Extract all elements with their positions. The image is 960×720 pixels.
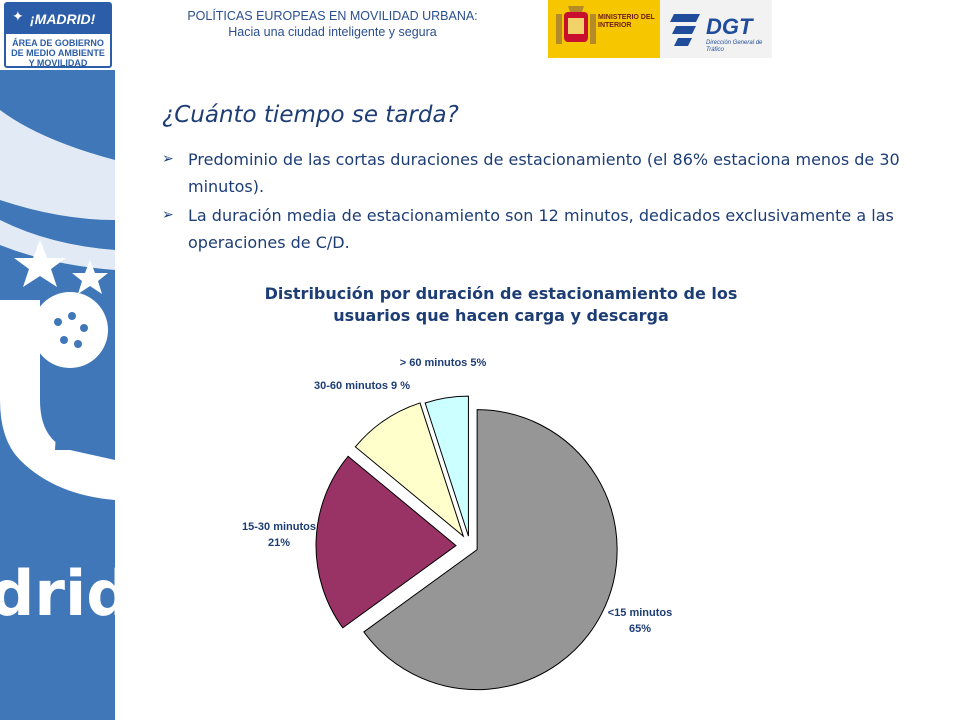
header-line-1: POLÍTICAS EUROPEAS EN MOVILIDAD URBANA: (187, 9, 478, 23)
dgt-subtitle: Dirección General de Tráfico (706, 40, 763, 53)
pie-slice-label: <15 minutos 65% (608, 607, 673, 635)
svg-text:drid: drid (0, 557, 115, 630)
chart-title: Distribución por duración de estacionami… (264, 284, 738, 325)
madrid-star-icon: ✦ (12, 9, 24, 25)
ministerio-interior-logo: MINISTERIO DEL INTERIOR (548, 0, 660, 58)
slide-title: ¿Cuánto tiempo se tarda? (162, 102, 459, 128)
dgt-logo: DGT Dirección General de Tráfico (660, 0, 772, 58)
dgt-name: DGT (706, 14, 753, 39)
dgt-symbol-icon (670, 14, 700, 46)
pie-slice (363, 409, 618, 691)
madrid-emblem-sidebar: drid (0, 70, 115, 720)
bullet-item: ➢ La duración media de estacionamiento s… (162, 202, 902, 256)
madrid-logo-area: ÁREA DE GOBIERNO DE MEDIO AMBIENTE Y MOV… (11, 38, 105, 68)
header-line-2: Hacia una ciudad inteligente y segura (228, 25, 437, 39)
pie-slice (354, 402, 465, 538)
presentation-header: POLÍTICAS EUROPEAS EN MOVILIDAD URBANA: … (140, 8, 525, 40)
coat-of-arms-icon (556, 6, 596, 44)
madrid-logo: ✦ ¡MADRID! ÁREA DE GOBIERNO DE MEDIO AMB… (4, 2, 112, 68)
ministry-name: MINISTERIO DEL INTERIOR (598, 14, 655, 29)
bullet-text: La duración media de estacionamiento son… (188, 206, 894, 252)
pie-slice-label: > 60 minutos 5% (400, 357, 487, 369)
arrow-bullet-icon: ➢ (162, 207, 174, 223)
bullet-list: ➢ Predominio de las cortas duraciones de… (162, 146, 902, 258)
pie-slice (315, 455, 457, 629)
bullet-text: Predominio de las cortas duraciones de e… (188, 150, 900, 196)
madrid-emblem-icon: drid (0, 110, 115, 630)
madrid-logo-name: ¡MADRID! (30, 11, 96, 27)
pie-slice (424, 395, 469, 537)
bullet-item: ➢ Predominio de las cortas duraciones de… (162, 146, 902, 200)
madrid-logo-header: ✦ ¡MADRID! (6, 4, 110, 34)
arrow-bullet-icon: ➢ (162, 151, 174, 167)
pie-slice-label: 30-60 minutos 9 % (314, 380, 410, 392)
pie-slice-label: 15-30 minutos 21% (242, 521, 316, 549)
